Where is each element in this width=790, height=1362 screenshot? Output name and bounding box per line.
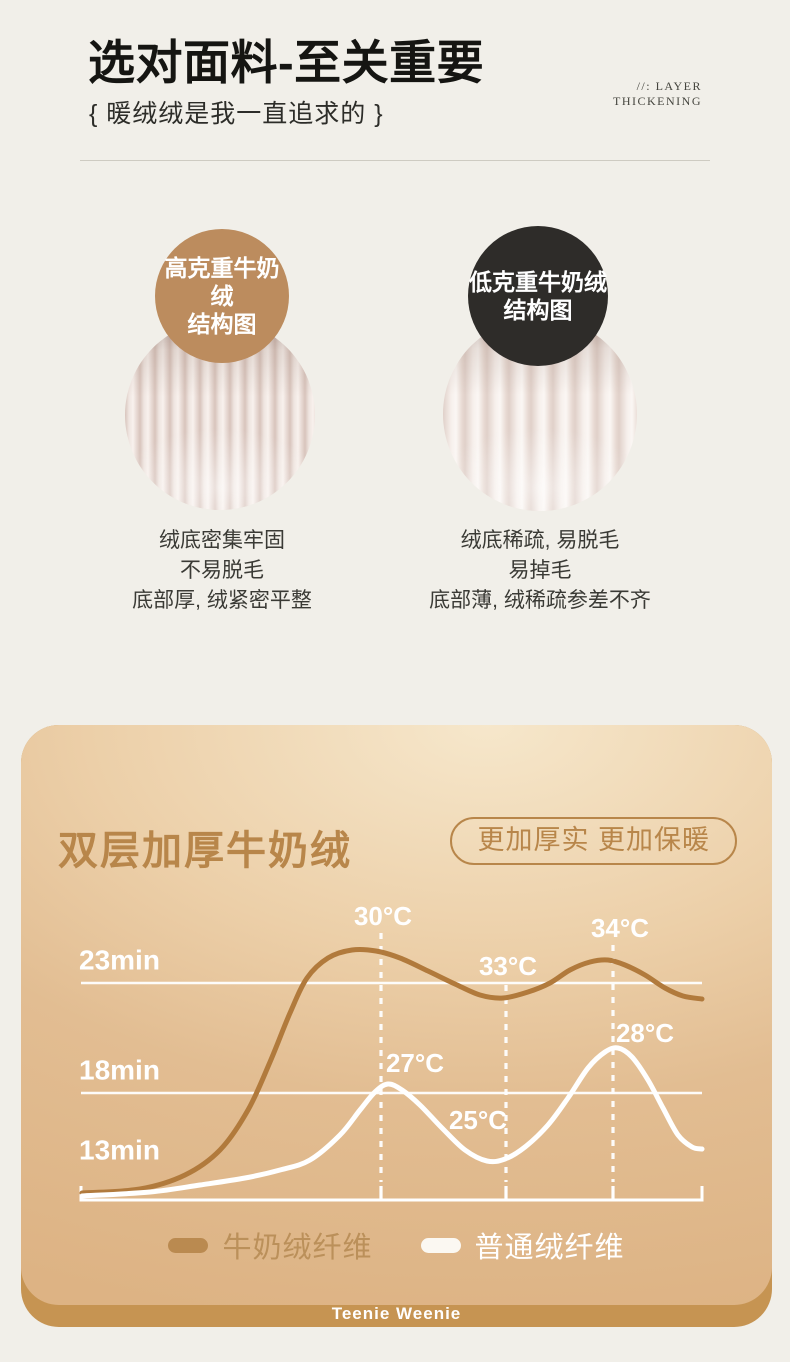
desc-line: 易掉毛 — [508, 559, 572, 582]
svg-text:30°C: 30°C — [354, 901, 412, 931]
page-title: 选对面料-至关重要 — [88, 36, 485, 89]
chart-title: 双层加厚牛奶绒 — [58, 829, 352, 873]
chart-legend: 牛奶绒纤维 普通绒纤维 — [21, 1222, 772, 1268]
card-inner: 双层加厚牛奶绒 更加厚实 更加保暖 23min 18min 13min 30°C 33°… — [21, 725, 772, 1305]
badge-high-gram-line1: 高克重牛奶绒 — [164, 255, 280, 309]
svg-text:13min: 13min — [79, 1135, 160, 1166]
page-subtitle: { 暖绒绒是我一直追求的 } — [89, 100, 384, 128]
chart-card: 双层加厚牛奶绒 更加厚实 更加保暖 23min 18min 13min 30°C 33°… — [21, 725, 772, 1327]
svg-text:23min: 23min — [79, 945, 160, 976]
legend-label: 普通绒纤维 — [474, 1232, 625, 1264]
temperature-line-chart: 23min 18min 13min 30°C 33°C 34°C 27°C25°C 28°C — [79, 901, 705, 1202]
svg-text:34°C: 34°C — [591, 913, 649, 943]
desc-line: 底部薄, 绒稀疏参差不齐 — [429, 589, 651, 612]
desc-line: 绒底密集牢固 — [159, 529, 285, 552]
legend-item-milk-fiber: 牛奶绒纤维 — [168, 1224, 372, 1266]
chart-benefit-pill: 更加厚实 更加保暖 — [450, 817, 737, 865]
corner-tagline-line1: //: LAYER — [636, 79, 702, 93]
svg-text:27°C: 27°C — [386, 1048, 444, 1078]
svg-text:33°C: 33°C — [479, 951, 537, 981]
corner-tagline-line2: THICKENING — [613, 94, 702, 108]
legend-item-normal-fiber: 普通绒纤维 — [420, 1224, 625, 1266]
badge-high-gram-line2: 结构图 — [187, 311, 257, 337]
desc-line: 不易脱毛 — [180, 559, 264, 582]
desc-line: 底部厚, 绒紧密平整 — [132, 589, 312, 612]
svg-text:28°C: 28°C — [616, 1018, 674, 1048]
desc-low-gram: 绒底稀疏, 易脱毛 易掉毛 底部薄, 绒稀疏参差不齐 — [360, 526, 720, 616]
badge-high-gram: 高克重牛奶绒 结构图 — [155, 229, 289, 363]
legend-swatch-milk-fiber — [168, 1237, 209, 1253]
badge-low-gram: 低克重牛奶绒 结构图 — [468, 226, 608, 366]
desc-line: 绒底稀疏, 易脱毛 — [460, 529, 620, 552]
legend-label: 牛奶绒纤维 — [222, 1232, 373, 1264]
legend-swatch-normal-fiber — [420, 1237, 461, 1253]
badge-low-gram-line1: 低克重牛奶绒 — [469, 269, 607, 295]
desc-high-gram: 绒底密集牢固 不易脱毛 底部厚, 绒紧密平整 — [42, 526, 402, 616]
corner-tagline: //: LAYER THICKENING — [613, 79, 702, 109]
badge-low-gram-line2: 结构图 — [503, 297, 573, 323]
svg-text:25°C: 25°C — [449, 1105, 507, 1135]
divider — [80, 160, 710, 161]
svg-text:18min: 18min — [79, 1055, 160, 1086]
brand-footer: Teenie Weenie — [331, 1304, 462, 1323]
